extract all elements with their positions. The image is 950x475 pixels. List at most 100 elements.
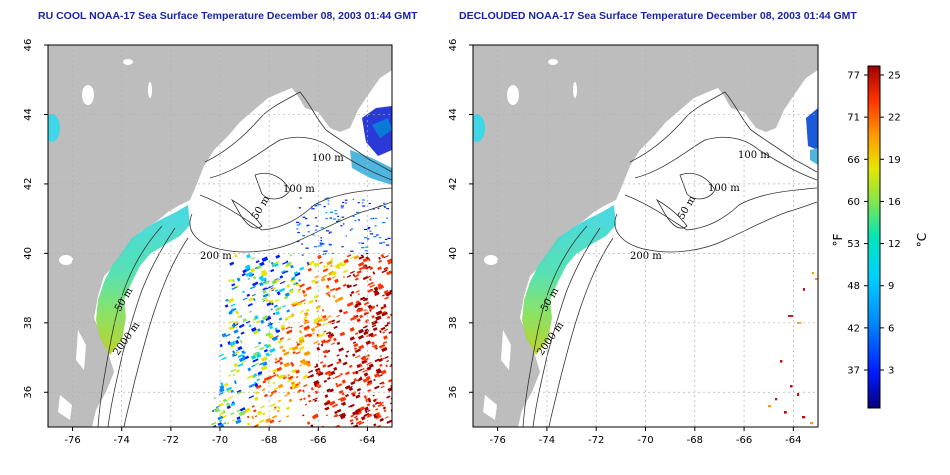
sst-speckle (256, 378, 261, 382)
sst-speckle (257, 373, 263, 377)
sst-speckle (357, 307, 364, 313)
sst-speckle (264, 393, 268, 398)
sst-speckle (342, 201, 345, 204)
colorbar-ticks: 77 71 66 60 53 48 42 37 25 22 19 16 12 9 6 3 (847, 71, 900, 377)
sst-speckle (368, 277, 372, 282)
sst-speckle (368, 399, 372, 403)
sst-speckle (363, 412, 370, 417)
sst-speckle (280, 324, 286, 329)
sst-speckle (326, 265, 329, 268)
sst-speckle (370, 305, 376, 310)
sst-speckle (236, 277, 241, 282)
sst-speckle (343, 310, 349, 315)
sst-speckle (272, 335, 279, 342)
sst-speckle (225, 299, 229, 303)
bathymetry-contour-line (123, 237, 189, 427)
contour-label: 100 m (708, 183, 740, 194)
celsius-tick-label: 9 (888, 281, 894, 292)
sst-speckle (262, 412, 266, 416)
sst-speckle (348, 405, 352, 408)
latitude-tick-label: 38 (23, 316, 34, 329)
coastal-sst-band (96, 205, 190, 355)
sst-speckle (379, 381, 385, 385)
sst-speckle (277, 405, 281, 410)
sst-speckle (372, 327, 378, 332)
sst-speckle (294, 272, 301, 277)
sst-speckle (384, 416, 389, 419)
sst-speckle (355, 411, 362, 416)
sst-speckle (223, 422, 227, 425)
sst-speckle (336, 220, 340, 223)
sst-speckle (369, 266, 374, 271)
sst-speckle (375, 408, 379, 411)
sst-speckle (368, 341, 371, 344)
sst-speckle (291, 383, 296, 388)
sst-speckle (310, 387, 314, 391)
sst-speckle (228, 278, 233, 283)
sst-speckle (342, 361, 348, 366)
sst-speckle (312, 397, 318, 401)
sst-speckle (348, 364, 353, 368)
sst-speckle (256, 264, 262, 270)
bathymetry-contour-line (209, 136, 392, 181)
contour-label: 100 m (312, 153, 344, 164)
sst-speckle (355, 417, 359, 421)
sst-speckle (381, 222, 386, 224)
sst-speckle (232, 373, 236, 377)
sst-speckle (273, 263, 279, 268)
celsius-tick-label: 3 (888, 366, 894, 377)
longitude-tick-label: -72 (588, 435, 604, 446)
sst-speckle (368, 363, 374, 369)
sst-speckle (341, 216, 345, 218)
sst-speckle (306, 363, 309, 367)
sst-speckle (333, 415, 336, 418)
sst-speckle (359, 296, 366, 301)
sst-speckle (380, 306, 384, 309)
celsius-tick-label: 19 (888, 155, 901, 166)
sst-speckle (381, 269, 388, 274)
sst-speckle (311, 332, 316, 335)
sst-speckle (272, 312, 276, 316)
sst-speckle (328, 335, 333, 340)
sst-speckle (340, 225, 343, 227)
sst-speckle (788, 315, 793, 317)
sst-speckle (313, 413, 319, 418)
sst-speckle (345, 354, 348, 358)
sst-speckle (319, 242, 323, 244)
sst-speckle (225, 333, 231, 337)
sst-speckle (375, 310, 383, 316)
sst-speckle (231, 278, 235, 283)
sst-speckle (346, 284, 353, 289)
sst-speckle (378, 358, 383, 363)
sst-speckle (286, 309, 291, 313)
sst-speckle (337, 215, 340, 217)
sst-speckle (266, 302, 272, 307)
sst-speckle (274, 357, 278, 361)
sst-speckle (322, 264, 327, 269)
sst-speckle (325, 414, 329, 417)
sst-speckle (377, 266, 382, 271)
sst-speckle (321, 243, 325, 245)
sst-speckle (366, 381, 373, 386)
sst-speckle (383, 202, 386, 204)
longitude-tick-label: -76 (489, 435, 505, 446)
sst-speckle (295, 375, 299, 379)
sst-speckle (295, 341, 299, 344)
sst-speckle (304, 351, 311, 357)
sst-speckle (374, 217, 378, 220)
sst-speckle (336, 354, 340, 357)
sst-speckle (237, 362, 244, 368)
sst-speckle (377, 207, 380, 209)
sst-speckle (316, 306, 321, 311)
sst-speckle (221, 356, 227, 361)
sst-speckle (363, 312, 370, 316)
sst-speckle (362, 297, 369, 302)
sst-speckle (331, 403, 339, 408)
sst-speckle (374, 225, 377, 227)
sst-speckle (373, 344, 378, 349)
latitude-tick-label: 40 (448, 247, 459, 260)
fahrenheit-tick-label: 42 (847, 323, 860, 334)
longitude-tick-label: -70 (637, 435, 653, 446)
sst-speckle (382, 404, 385, 407)
sst-speckle (366, 361, 372, 366)
